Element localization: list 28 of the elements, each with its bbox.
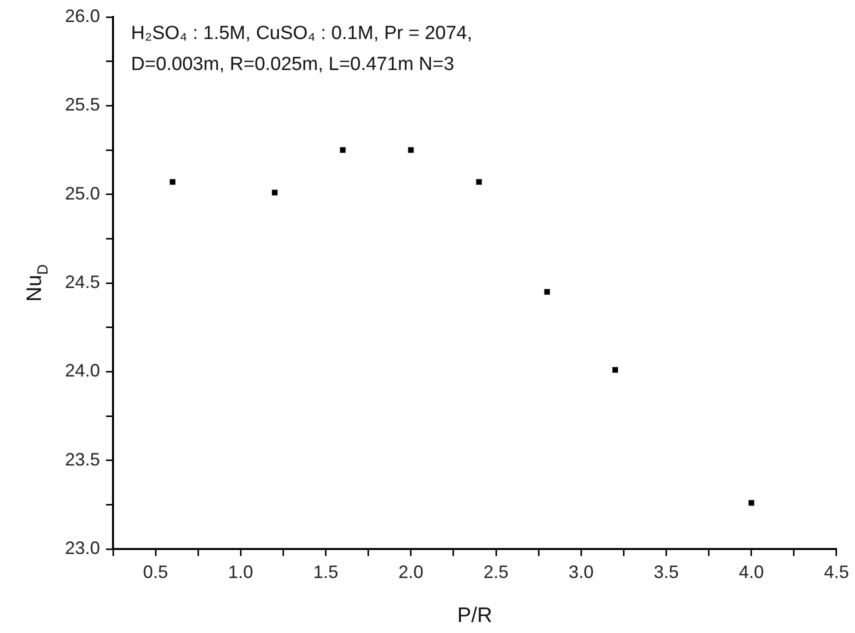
point [748,500,754,506]
x-tick-label: 2.5 [484,562,509,582]
x-tick-label: 1.0 [228,562,254,582]
annotation: D=0.003m, R=0.025m, L=0.471m N=3 [131,54,454,75]
y-tick-label: 24.5 [64,272,100,292]
x-tick-label: 4.0 [738,562,764,582]
x-tick-label: 3.0 [568,562,594,582]
x-tick-label: 4.5 [824,562,850,582]
x-tick-label: 1.5 [313,562,338,582]
y-tick-label: 25.5 [64,94,100,115]
y-tick-label: 23.0 [64,538,100,558]
point [340,147,346,153]
point [476,179,482,185]
y-tick-label: 26.0 [64,6,100,26]
point [408,147,414,153]
x-tick-label: 3.5 [654,562,679,582]
annotation: H₂SO₄ : 1.5M, CuSO₄ : 0.1M, Pr = 2074, [131,23,472,44]
x-tick-label: 2.0 [398,562,424,582]
y-axis-title: NuD [23,264,52,302]
y-tick-label: 23.5 [64,449,100,470]
point [272,190,278,196]
point [544,289,550,295]
y-tick-label: 24.0 [64,360,100,381]
point [612,367,618,373]
x-tick-label: 0.5 [143,562,168,582]
y-tick-label: 25.0 [64,183,100,204]
point [170,179,176,185]
x-axis-title: P/R [457,604,492,627]
